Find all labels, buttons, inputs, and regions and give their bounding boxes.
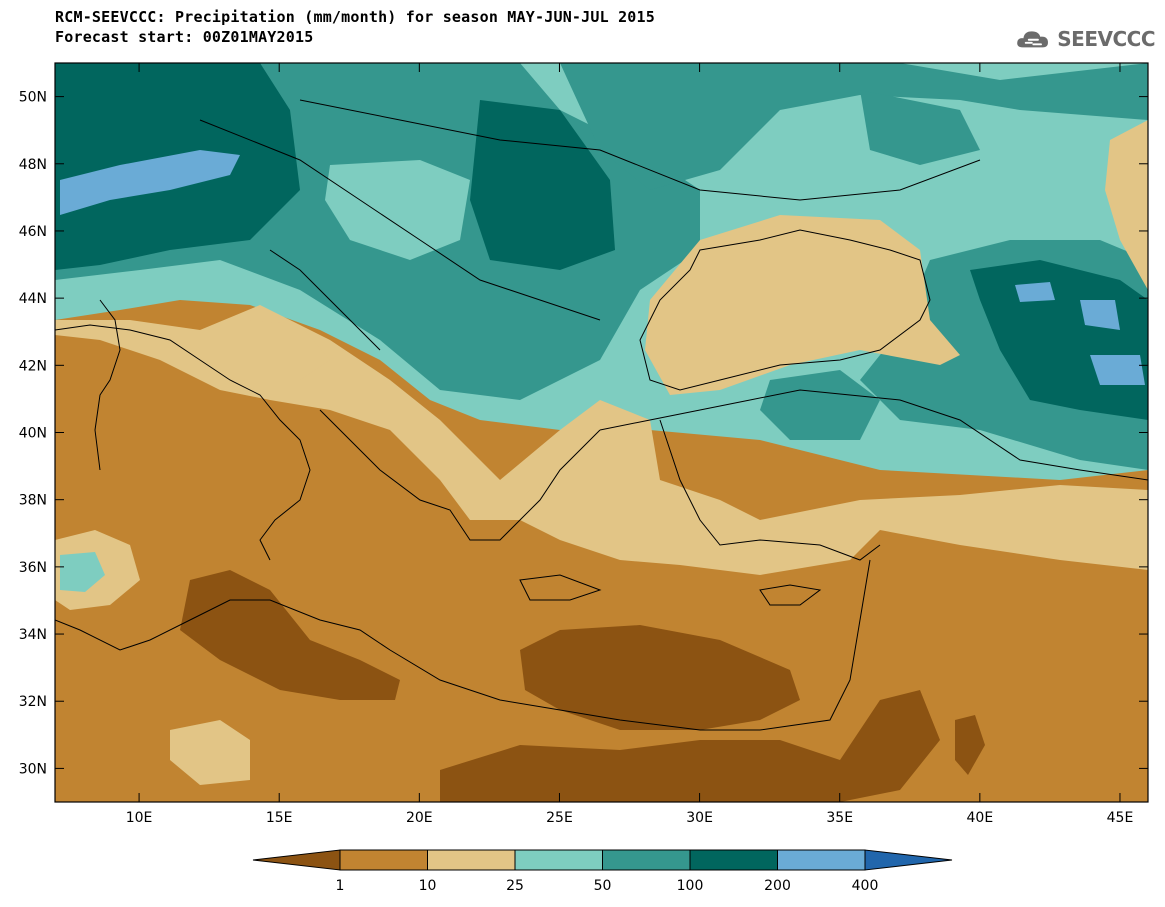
colorbar-label: 100	[677, 878, 704, 894]
logo-text: SEEVCCC	[1057, 27, 1155, 51]
coastlines	[55, 99, 1148, 731]
lon-tick-label: 20E	[406, 810, 433, 826]
map-subtitle: Forecast start: 00Z01MAY2015	[55, 28, 314, 46]
colorbar-segment	[514, 849, 603, 871]
map-title: RCM-SEEVCCC: Precipitation (mm/month) fo…	[55, 8, 655, 26]
colorbar-segment	[602, 849, 691, 871]
lat-tick-label: 34N	[19, 627, 47, 643]
lat-tick-label: 40N	[19, 426, 47, 442]
colorbar-segment	[339, 849, 428, 871]
colorbar-label: 25	[506, 878, 524, 894]
colorbar-label: 200	[764, 878, 791, 894]
longitude-axis: 10E 15E 20E 25E 30E 35E 40E 45E	[126, 63, 1134, 826]
lat-tick-label: 44N	[19, 291, 47, 307]
lat-tick-label: 32N	[19, 694, 47, 710]
lat-tick-label: 46N	[19, 224, 47, 240]
lon-tick-label: 40E	[967, 810, 994, 826]
seevccc-logo: SEEVCCC	[1015, 22, 1155, 56]
lon-tick-label: 35E	[826, 810, 853, 826]
lon-tick-label: 10E	[126, 810, 153, 826]
lon-tick-label: 30E	[686, 810, 713, 826]
colorbar-segment	[689, 849, 778, 871]
colorbar-label: 1	[336, 878, 345, 894]
cloud-icon	[1017, 31, 1048, 48]
lon-tick-label: 15E	[266, 810, 293, 826]
colorbar-arrow-right	[864, 849, 953, 871]
colorbar-arrow-left	[252, 849, 341, 871]
colorbar-label: 400	[852, 878, 879, 894]
lat-tick-label: 38N	[19, 493, 47, 509]
precipitation-field	[55, 63, 1148, 802]
colorbar: 1 10 25 50 100 200 400	[252, 849, 953, 894]
lon-tick-label: 25E	[546, 810, 573, 826]
colorbar-label: 50	[594, 878, 612, 894]
lat-tick-label: 36N	[19, 560, 47, 576]
lat-tick-label: 42N	[19, 358, 47, 374]
lon-tick-label: 45E	[1107, 810, 1134, 826]
colorbar-label: 10	[419, 878, 437, 894]
lat-tick-label: 50N	[19, 90, 47, 106]
lat-tick-label: 48N	[19, 157, 47, 173]
lat-tick-label: 30N	[19, 761, 47, 777]
colorbar-segment	[427, 849, 516, 871]
colorbar-segment	[777, 849, 866, 871]
latitude-axis: 50N 48N 46N 44N 42N 40N 38N 36N 34N 32N 30N	[19, 90, 1148, 777]
